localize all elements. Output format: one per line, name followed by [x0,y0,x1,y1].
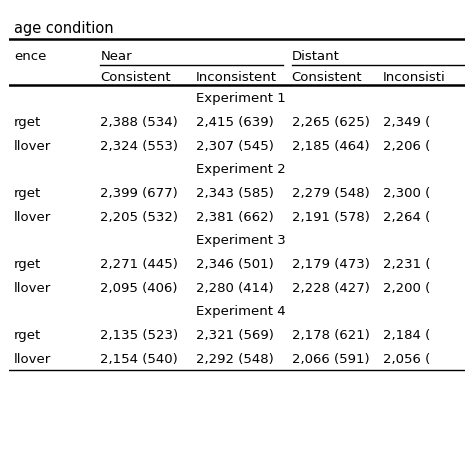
Text: 2,280 (414): 2,280 (414) [196,282,273,295]
Text: 2,185 (464): 2,185 (464) [292,140,369,153]
Text: age condition: age condition [14,21,114,36]
Text: 2,228 (427): 2,228 (427) [292,282,369,295]
Text: Near: Near [100,50,132,64]
Text: 2,231 (: 2,231 ( [383,258,430,271]
Text: 2,388 (534): 2,388 (534) [100,116,178,129]
Text: 2,300 (: 2,300 ( [383,187,430,200]
Text: 2,346 (501): 2,346 (501) [196,258,274,271]
Text: 2,381 (662): 2,381 (662) [196,210,274,224]
Text: 2,135 (523): 2,135 (523) [100,329,179,342]
Text: Consistent: Consistent [292,71,362,84]
Text: 2,206 (: 2,206 ( [383,140,430,153]
Text: Experiment 3: Experiment 3 [196,234,286,247]
Text: 2,271 (445): 2,271 (445) [100,258,178,271]
Text: Experiment 2: Experiment 2 [196,163,286,176]
Text: llover: llover [14,282,51,295]
Text: Consistent: Consistent [100,71,171,84]
Text: 2,265 (625): 2,265 (625) [292,116,369,129]
Text: 2,056 (: 2,056 ( [383,353,430,365]
Text: 2,066 (591): 2,066 (591) [292,353,369,365]
Text: llover: llover [14,353,51,365]
Text: rget: rget [14,116,41,129]
Text: 2,399 (677): 2,399 (677) [100,187,178,200]
Text: ence: ence [14,50,46,64]
Text: 2,179 (473): 2,179 (473) [292,258,369,271]
Text: Inconsistent: Inconsistent [196,71,277,84]
Text: Inconsisti: Inconsisti [383,71,446,84]
Text: 2,349 (: 2,349 ( [383,116,430,129]
Text: 2,178 (621): 2,178 (621) [292,329,369,342]
Text: 2,200 (: 2,200 ( [383,282,430,295]
Text: 2,415 (639): 2,415 (639) [196,116,274,129]
Text: Experiment 1: Experiment 1 [196,92,286,105]
Text: rget: rget [14,329,41,342]
Text: rget: rget [14,258,41,271]
Text: llover: llover [14,140,51,153]
Text: 2,292 (548): 2,292 (548) [196,353,274,365]
Text: 2,154 (540): 2,154 (540) [100,353,178,365]
Text: 2,191 (578): 2,191 (578) [292,210,369,224]
Text: Distant: Distant [292,50,339,64]
Text: 2,343 (585): 2,343 (585) [196,187,274,200]
Text: 2,307 (545): 2,307 (545) [196,140,274,153]
Text: 2,279 (548): 2,279 (548) [292,187,369,200]
Text: Experiment 4: Experiment 4 [196,305,286,318]
Text: llover: llover [14,210,51,224]
Text: 2,264 (: 2,264 ( [383,210,430,224]
Text: 2,324 (553): 2,324 (553) [100,140,179,153]
Text: 2,095 (406): 2,095 (406) [100,282,178,295]
Text: 2,184 (: 2,184 ( [383,329,430,342]
Text: 2,321 (569): 2,321 (569) [196,329,274,342]
Text: 2,205 (532): 2,205 (532) [100,210,179,224]
Text: rget: rget [14,187,41,200]
